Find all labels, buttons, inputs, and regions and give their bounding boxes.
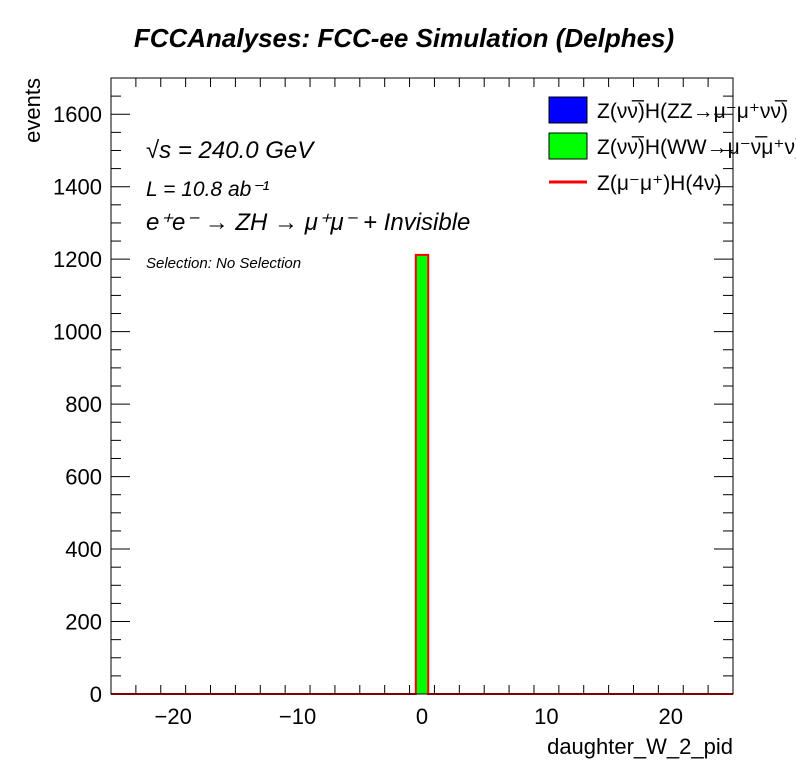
y-tick-label: 800 [65, 392, 102, 417]
y-axis-label: events [20, 78, 45, 143]
legend-label: Z(μ⁻μ⁺)H(4ν) [597, 172, 722, 195]
plot-frame [110, 77, 734, 695]
legend-entries: Z(νν̅)H(ZZ→μ⁻μ⁺νν̅) Z(νν̅)H(WW→μ⁻ν̅μ⁺ν) Z(… [548, 96, 796, 195]
chart-title: FCCAnalyses: FCC-ee Simulation (Delphes) [134, 23, 674, 53]
axis-ticks: 0 200 400 600 800 1000 1200 1400 1600 −20 −10 0 10 20 [53, 77, 734, 729]
bars-layer [415, 254, 429, 695]
x-tick-label: −10 [279, 704, 316, 729]
x-tick-label: −20 [155, 704, 192, 729]
annotations: √s = 240.0 GeV L = 10.8 ab⁻¹ e⁺e⁻ → ZH →… [146, 137, 470, 272]
legend-swatch [548, 132, 588, 160]
legend-swatch [548, 96, 588, 124]
selection-annotation: Selection: No Selection [146, 255, 301, 272]
y-tick-label: 600 [65, 465, 102, 490]
process-annotation: e⁺e⁻ → ZH → μ⁺μ⁻ + Invisible [146, 209, 470, 236]
luminosity-annotation: L = 10.8 ab⁻¹ [146, 178, 269, 201]
x-tick-label: 20 [659, 704, 683, 729]
legend-label: Z(νν̅)H(ZZ→μ⁻μ⁺νν̅) [597, 100, 788, 123]
sqrt-s-annotation: √s = 240.0 GeV [146, 137, 315, 164]
x-tick-label: 10 [534, 704, 558, 729]
x-tick-label: 0 [416, 704, 428, 729]
y-tick-label: 1400 [53, 175, 102, 200]
y-tick-label: 0 [90, 682, 102, 707]
y-tick-label: 1000 [53, 320, 102, 345]
legend-label: Z(νν̅)H(WW→μ⁻ν̅μ⁺ν) [597, 136, 796, 159]
y-tick-label: 200 [65, 610, 102, 635]
histogram-bar [415, 254, 429, 695]
x-axis-label: daughter_W_2_pid [547, 734, 733, 759]
y-tick-label: 1200 [53, 247, 102, 272]
y-tick-label: 1600 [53, 102, 102, 127]
legend: Z(νν̅)H(ZZ→μ⁻μ⁺νν̅) Z(νν̅)H(WW→μ⁻ν̅μ⁺ν) Z(… [548, 96, 796, 195]
y-tick-label: 400 [65, 537, 102, 562]
